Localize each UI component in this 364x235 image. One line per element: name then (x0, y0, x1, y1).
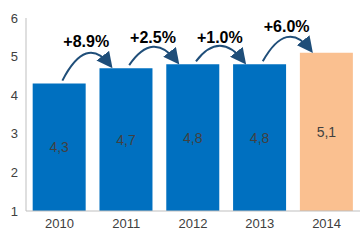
svg-text:+1.0%: +1.0% (197, 29, 243, 46)
svg-text:5,1: 5,1 (317, 124, 337, 140)
svg-text:2012: 2012 (179, 216, 208, 231)
svg-text:6: 6 (11, 11, 18, 26)
svg-text:4,8: 4,8 (250, 130, 270, 146)
svg-text:2014: 2014 (312, 216, 341, 231)
svg-text:1: 1 (11, 204, 18, 219)
svg-text:+6.0%: +6.0% (264, 18, 310, 35)
svg-text:4,7: 4,7 (116, 132, 136, 148)
svg-text:4,8: 4,8 (183, 130, 203, 146)
svg-text:3: 3 (11, 126, 18, 141)
svg-text:4,3: 4,3 (49, 139, 69, 155)
svg-text:+8.9%: +8.9% (63, 33, 109, 50)
svg-text:2010: 2010 (45, 216, 74, 231)
svg-text:4: 4 (11, 88, 18, 103)
svg-text:2: 2 (11, 165, 18, 180)
svg-text:+2.5%: +2.5% (130, 29, 176, 46)
svg-text:2013: 2013 (245, 216, 274, 231)
svg-text:5: 5 (11, 49, 18, 64)
svg-text:2011: 2011 (112, 216, 140, 231)
